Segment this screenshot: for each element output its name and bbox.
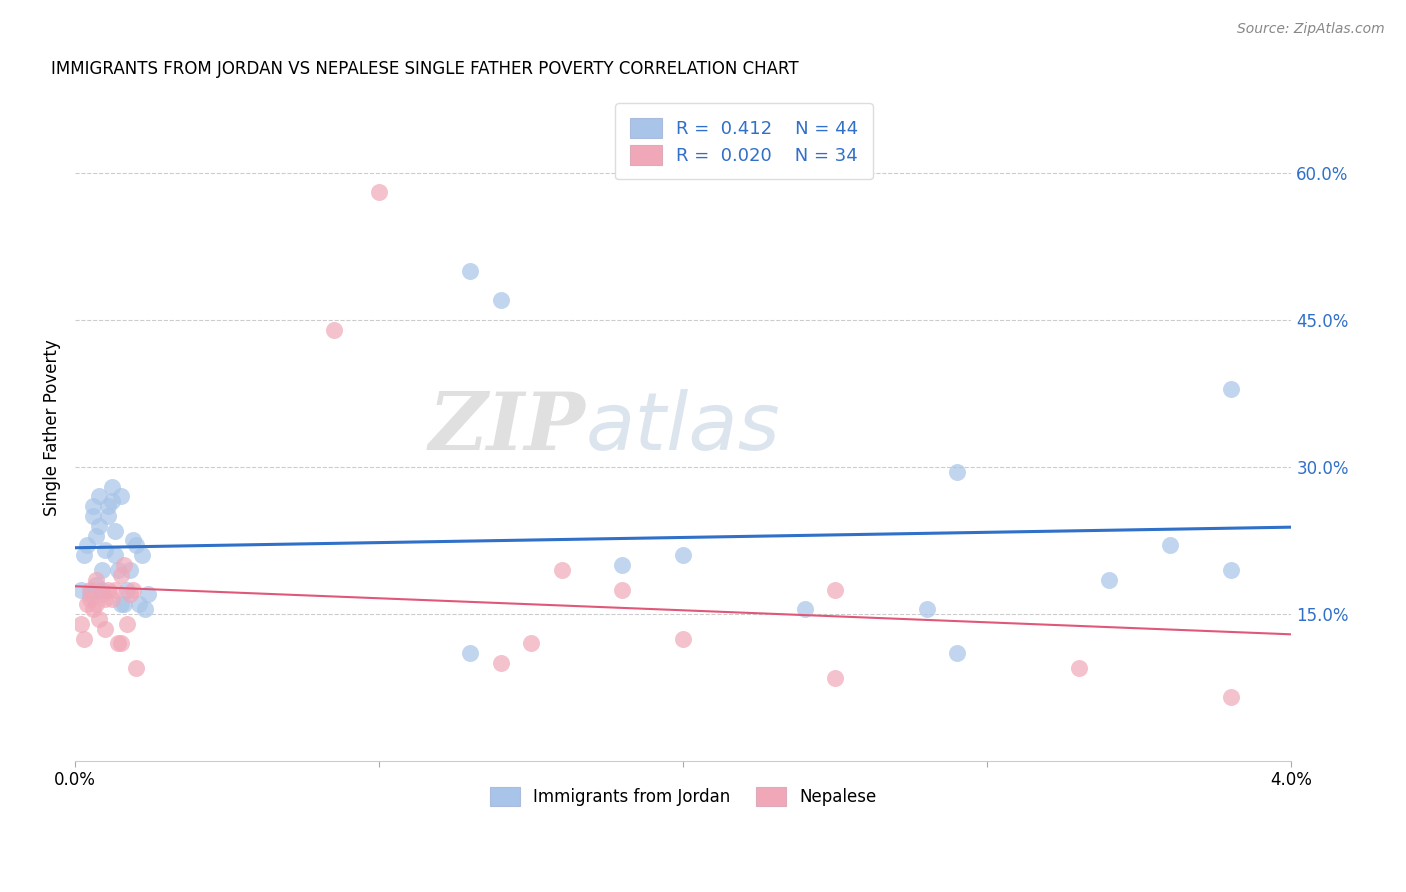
Point xyxy=(89,612,111,626)
Point xyxy=(612,558,634,572)
Point xyxy=(322,323,344,337)
Point xyxy=(73,548,96,562)
Point xyxy=(107,563,129,577)
Point xyxy=(91,563,114,577)
Point xyxy=(112,597,135,611)
Point xyxy=(110,489,132,503)
Point xyxy=(125,661,148,675)
Point xyxy=(460,646,482,660)
Point xyxy=(73,632,96,646)
Point xyxy=(70,616,93,631)
Point xyxy=(121,533,143,548)
Point xyxy=(84,573,107,587)
Point xyxy=(84,597,107,611)
Point xyxy=(79,587,101,601)
Point xyxy=(824,671,846,685)
Text: Source: ZipAtlas.com: Source: ZipAtlas.com xyxy=(1237,22,1385,37)
Point xyxy=(793,602,815,616)
Point xyxy=(91,582,114,597)
Text: ZIP: ZIP xyxy=(429,389,586,467)
Text: atlas: atlas xyxy=(586,389,780,467)
Point xyxy=(915,602,938,616)
Point xyxy=(97,582,120,597)
Point xyxy=(82,499,104,513)
Point xyxy=(121,582,143,597)
Point xyxy=(110,597,132,611)
Point xyxy=(136,587,159,601)
Point xyxy=(89,489,111,503)
Point xyxy=(118,563,141,577)
Point xyxy=(1159,538,1181,552)
Point xyxy=(84,528,107,542)
Point xyxy=(100,479,122,493)
Point xyxy=(84,577,107,591)
Point xyxy=(115,582,138,597)
Point xyxy=(103,524,125,538)
Point xyxy=(103,582,125,597)
Point xyxy=(460,264,482,278)
Point xyxy=(128,597,150,611)
Point xyxy=(76,538,98,552)
Point xyxy=(1219,382,1241,396)
Point xyxy=(97,499,120,513)
Legend: Immigrants from Jordan, Nepalese: Immigrants from Jordan, Nepalese xyxy=(484,780,883,813)
Point xyxy=(1219,563,1241,577)
Point xyxy=(100,494,122,508)
Point xyxy=(103,548,125,562)
Point xyxy=(489,656,512,670)
Point xyxy=(79,582,101,597)
Point xyxy=(89,518,111,533)
Point xyxy=(672,548,695,562)
Point xyxy=(107,636,129,650)
Point xyxy=(612,582,634,597)
Point xyxy=(82,602,104,616)
Point xyxy=(110,567,132,582)
Point xyxy=(70,582,93,597)
Point xyxy=(824,582,846,597)
Point xyxy=(76,597,98,611)
Point xyxy=(672,632,695,646)
Point xyxy=(520,636,543,650)
Point xyxy=(110,636,132,650)
Point xyxy=(112,558,135,572)
Point xyxy=(94,543,117,558)
Point xyxy=(100,592,122,607)
Point xyxy=(118,587,141,601)
Point xyxy=(97,508,120,523)
Point xyxy=(115,616,138,631)
Point xyxy=(1067,661,1090,675)
Point xyxy=(94,592,117,607)
Point xyxy=(125,538,148,552)
Point xyxy=(91,587,114,601)
Point xyxy=(489,293,512,308)
Point xyxy=(82,508,104,523)
Point xyxy=(550,563,572,577)
Text: IMMIGRANTS FROM JORDAN VS NEPALESE SINGLE FATHER POVERTY CORRELATION CHART: IMMIGRANTS FROM JORDAN VS NEPALESE SINGL… xyxy=(51,60,799,78)
Point xyxy=(368,186,391,200)
Point xyxy=(131,548,153,562)
Point xyxy=(1098,573,1121,587)
Point xyxy=(79,592,101,607)
Point xyxy=(94,622,117,636)
Point xyxy=(1219,690,1241,705)
Point xyxy=(134,602,156,616)
Y-axis label: Single Father Poverty: Single Father Poverty xyxy=(44,339,60,516)
Point xyxy=(946,465,969,479)
Point xyxy=(946,646,969,660)
